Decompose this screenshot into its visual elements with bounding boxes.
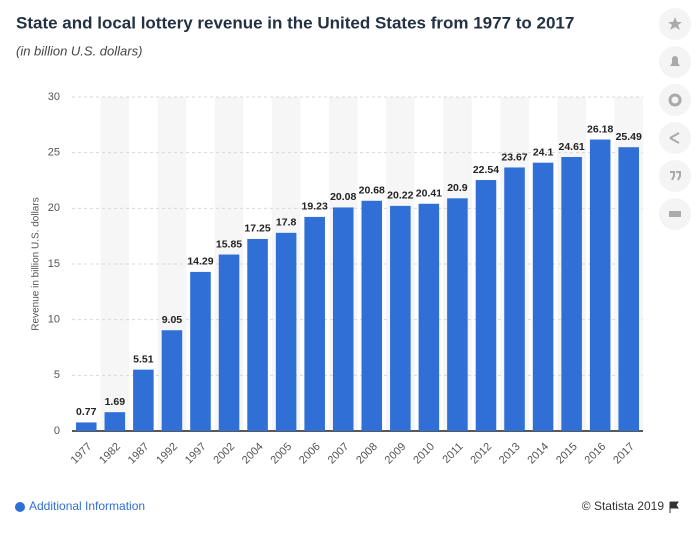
x-tick-label: 2005	[269, 441, 295, 467]
bar	[275, 232, 297, 431]
star-icon	[668, 17, 682, 30]
y-tick-label: 0	[54, 425, 60, 437]
credit: © Statista 2019	[582, 499, 665, 513]
bar	[361, 200, 383, 431]
value-label: 26.18	[587, 123, 613, 135]
bar	[75, 422, 97, 431]
chart-title: State and local lottery revenue in the U…	[16, 13, 574, 32]
y-tick-label: 5	[54, 369, 60, 381]
y-tick-label: 30	[48, 91, 60, 103]
x-tick-label: 2002	[211, 441, 237, 467]
y-tick-label: 25	[48, 147, 60, 159]
info-icon	[15, 502, 25, 512]
x-tick-label: 2011	[440, 441, 465, 466]
bar	[618, 147, 640, 431]
bell-icon	[670, 56, 680, 66]
value-label: 1.69	[105, 396, 126, 408]
x-tick-label: 2004	[240, 441, 266, 467]
value-label: 20.08	[330, 191, 356, 203]
value-label: 5.51	[133, 353, 154, 365]
toolbar	[659, 8, 691, 230]
x-tick-label: 1982	[97, 441, 123, 467]
value-label: 22.54	[473, 164, 499, 176]
bar	[418, 203, 440, 431]
value-label: 20.9	[447, 182, 468, 194]
value-label: 25.49	[616, 131, 642, 143]
bar	[532, 162, 554, 432]
bar	[133, 369, 154, 431]
print-icon	[669, 211, 681, 217]
chart-subtitle: (in billion U.S. dollars)	[16, 43, 142, 58]
y-axis-label: Revenue in billion U.S. dollars	[31, 197, 42, 330]
bar	[447, 198, 468, 431]
x-tick-label: 1977	[69, 441, 95, 467]
share-icon	[669, 132, 680, 144]
bar	[190, 271, 211, 431]
value-label: 19.23	[302, 201, 328, 213]
value-label: 17.8	[276, 217, 297, 229]
settings-button[interactable]	[659, 84, 691, 116]
value-label: 9.05	[162, 314, 183, 326]
bar	[332, 207, 354, 431]
y-tick-label: 15	[48, 258, 60, 270]
x-tick-label: 2006	[297, 441, 323, 467]
value-label: 20.41	[416, 188, 442, 200]
value-label: 17.25	[244, 223, 270, 235]
bar	[390, 205, 411, 431]
value-label: 23.67	[501, 151, 527, 163]
bar	[304, 216, 325, 431]
y-tick-label: 20	[48, 202, 60, 214]
value-label: 15.85	[216, 238, 242, 250]
value-label: 0.77	[76, 406, 97, 418]
x-tick-label: 1997	[183, 441, 209, 467]
x-tick-label: 2015	[554, 441, 580, 467]
bar	[589, 139, 611, 431]
x-tick-label: 2013	[497, 441, 523, 467]
flag-icon	[669, 501, 679, 513]
value-label: 24.61	[558, 141, 584, 153]
bar	[218, 254, 240, 431]
share-button[interactable]	[659, 122, 691, 154]
bar	[104, 412, 126, 431]
bar	[504, 167, 525, 431]
value-label: 20.68	[359, 185, 385, 197]
x-tick-label: 2016	[583, 441, 609, 467]
gear-icon	[668, 93, 682, 107]
value-label: 14.29	[187, 256, 213, 268]
additional-info-link[interactable]: Additional Information	[29, 499, 145, 513]
value-label: 24.1	[533, 146, 554, 158]
x-tick-label: 2008	[354, 441, 380, 467]
x-tick-label: 2009	[383, 441, 409, 467]
x-tick-label: 1987	[126, 441, 152, 467]
x-tick-label: 2012	[468, 441, 494, 467]
y-tick-label: 10	[48, 314, 60, 326]
x-tick-label: 2017	[611, 441, 637, 467]
bar	[247, 238, 268, 431]
bar	[561, 157, 582, 431]
x-tick-label: 1992	[154, 441, 180, 467]
x-tick-label: 2007	[326, 441, 352, 467]
x-tick-label: 2010	[411, 441, 437, 467]
bar	[475, 180, 497, 431]
bar	[161, 330, 183, 431]
cite-icon	[670, 171, 681, 181]
x-tick-label: 2014	[525, 441, 551, 467]
value-label: 20.22	[387, 190, 413, 202]
